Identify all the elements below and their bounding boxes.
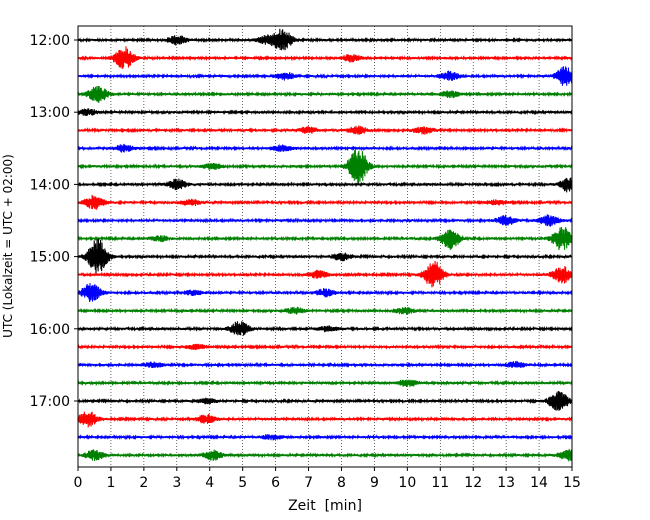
trace-row-16 <box>77 321 573 336</box>
traces <box>77 28 573 462</box>
trace-row-22 <box>77 434 573 441</box>
x-tick-label: 14 <box>530 475 548 491</box>
trace-row-19 <box>77 379 573 388</box>
x-tick-label: 1 <box>106 475 115 491</box>
trace-row-23 <box>77 448 573 462</box>
y-tick-label: 13:00 <box>30 105 70 121</box>
x-tick-label: 9 <box>370 475 379 491</box>
trace-row-20 <box>77 391 573 411</box>
plot-frame <box>78 26 572 467</box>
y-tick-label: 12:00 <box>30 33 70 49</box>
trace-row-8 <box>77 177 573 193</box>
trace-row-7 <box>77 149 573 185</box>
trace-row-14 <box>77 283 573 302</box>
y-tick-label: 14:00 <box>30 177 70 193</box>
x-tick-label: 15 <box>563 475 581 491</box>
x-axis-ticks: 0 1 2 3 4 5 6 7 8 9 10 11 12 13 14 15 <box>74 467 581 491</box>
trace-row-11 <box>77 226 573 250</box>
y-axis-ticks: 12:00 13:00 14:00 15:00 16:00 17:00 <box>30 33 78 410</box>
trace-row-17 <box>77 343 573 351</box>
trace-row-10 <box>77 214 573 227</box>
x-tick-label: 7 <box>304 475 313 491</box>
x-tick-label: 5 <box>238 475 247 491</box>
x-tick-label: 4 <box>205 475 214 491</box>
trace-row-21 <box>77 411 573 428</box>
trace-row-3 <box>77 85 573 103</box>
y-tick-label: 17:00 <box>30 394 70 410</box>
trace-row-6 <box>77 143 573 153</box>
x-tick-label: 8 <box>337 475 346 491</box>
x-tick-label: 10 <box>398 475 416 491</box>
x-tick-label: 3 <box>172 475 181 491</box>
x-tick-label: 11 <box>431 475 449 491</box>
trace-row-1 <box>77 46 573 69</box>
x-tick-label: 12 <box>464 475 482 491</box>
y-axis-label: UTC (Lokalzeit = UTC + 02:00) <box>1 154 15 338</box>
trace-row-15 <box>77 306 573 315</box>
y-tick-label: 15:00 <box>30 250 70 266</box>
x-tick-label: 0 <box>74 475 83 491</box>
trace-row-13 <box>77 261 573 288</box>
trace-row-2 <box>77 66 573 86</box>
plot-border <box>77 25 573 468</box>
y-tick-label: 16:00 <box>30 322 70 338</box>
trace-row-12 <box>77 238 573 274</box>
x-tick-label: 2 <box>139 475 148 491</box>
trace-row-4 <box>77 108 573 116</box>
x-tick-label: 13 <box>497 475 515 491</box>
trace-row-0 <box>77 28 573 51</box>
trace-row-9 <box>77 194 573 210</box>
trace-row-18 <box>77 360 573 369</box>
x-axis-label: Zeit [min] <box>288 498 362 514</box>
x-tick-label: 6 <box>271 475 280 491</box>
trace-row-5 <box>77 125 573 135</box>
